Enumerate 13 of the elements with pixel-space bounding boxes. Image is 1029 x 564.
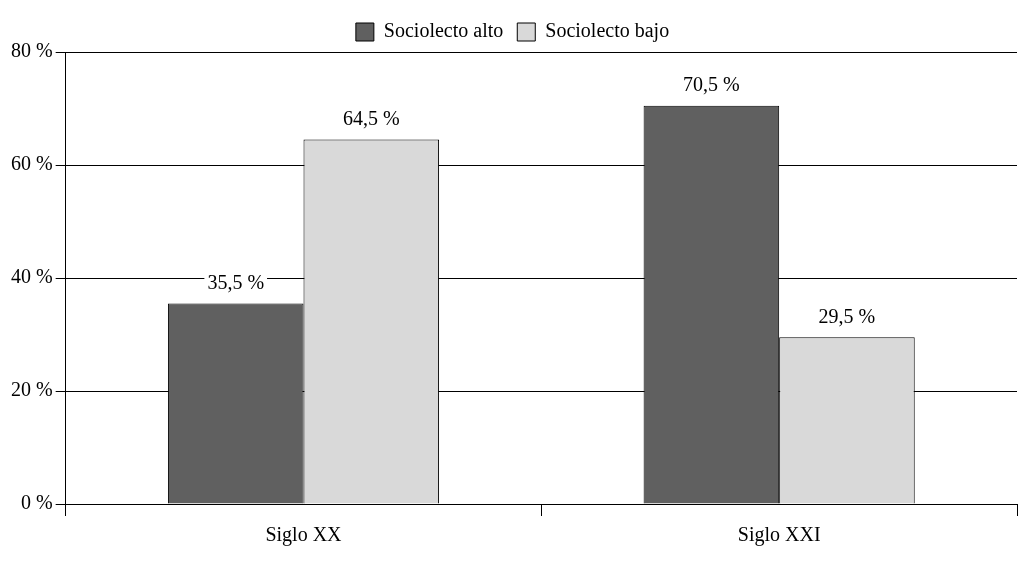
x-tick-label: Siglo XX (265, 523, 343, 547)
data-label: 70,5 % (683, 72, 740, 95)
data-label: 35,5 % (207, 270, 265, 293)
data-label: 64,5 % (342, 106, 400, 129)
y-tick-label: 60 % (10, 152, 53, 175)
y-tick-label: 80 % (10, 39, 53, 62)
x-tick-label: Siglo XXI (737, 523, 821, 547)
legend-label: Sociolecto bajo (545, 19, 670, 43)
y-tick-label: 40 % (10, 265, 53, 288)
legend-label: Sociolecto alto (383, 19, 504, 42)
data-label: 29,5 % (818, 304, 876, 327)
y-tick-label: 0 % (20, 491, 53, 514)
y-tick-label: 20 % (10, 378, 53, 401)
